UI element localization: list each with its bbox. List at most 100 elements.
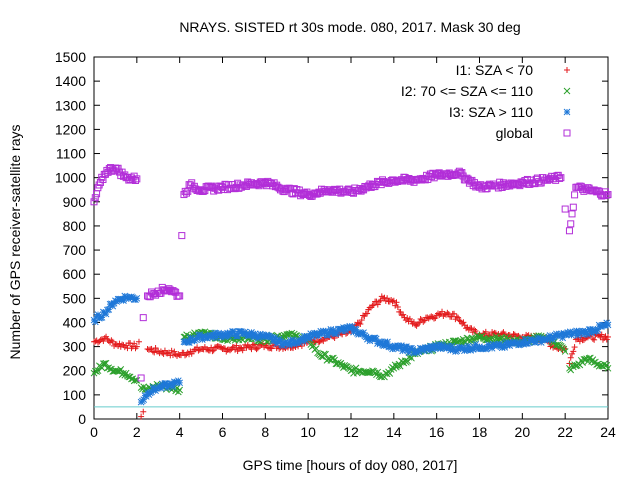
- data-point: [569, 350, 576, 357]
- y-tick-label: 1400: [55, 73, 86, 89]
- x-tick-label: 24: [600, 424, 616, 440]
- data-point: [589, 335, 596, 342]
- data-point: [420, 318, 427, 325]
- data-point: [364, 310, 371, 317]
- data-point: [249, 342, 256, 349]
- data-point: [298, 343, 305, 350]
- data-point: [100, 338, 107, 345]
- data-point: [469, 329, 476, 336]
- data-point: [331, 356, 338, 364]
- data-point: [598, 331, 605, 338]
- legend-label: I1: SZA < 70: [456, 62, 534, 78]
- data-point: [421, 317, 428, 324]
- data-point: [108, 337, 115, 344]
- data-point: [138, 413, 145, 420]
- data-point: [254, 345, 261, 352]
- y-tick-label: 900: [63, 194, 87, 210]
- data-point: [320, 350, 328, 358]
- data-point: [445, 338, 453, 346]
- y-tick-label: 400: [63, 314, 87, 330]
- data-point: [127, 340, 134, 347]
- data-point: [114, 164, 122, 172]
- data-point: [460, 319, 467, 326]
- data-point: [393, 299, 400, 306]
- data-point: [576, 338, 583, 345]
- x-tick-label: 2: [133, 424, 141, 440]
- data-point: [113, 367, 121, 375]
- data-point: [416, 319, 423, 326]
- data-point: [102, 359, 110, 367]
- data-point: [474, 333, 482, 341]
- x-tick-label: 6: [219, 424, 227, 440]
- y-axis-label: Number of GPS receiver-satellite rays: [7, 125, 23, 360]
- data-point: [468, 325, 475, 332]
- data-point: [169, 383, 177, 391]
- data-point: [414, 320, 421, 327]
- y-tick-label: 500: [63, 290, 87, 306]
- y-tick-label: 600: [63, 266, 87, 282]
- data-point: [417, 315, 424, 322]
- data-point: [160, 351, 167, 358]
- data-point: [182, 352, 189, 359]
- data-point: [604, 364, 612, 372]
- data-point: [602, 333, 609, 340]
- data-point: [91, 367, 99, 375]
- legend: I1: SZA < 70 I2: 70 <= SZA <= 110 I3: SZA …: [401, 62, 571, 141]
- legend-marker: [564, 67, 570, 73]
- data-point: [152, 345, 159, 352]
- data-point: [186, 351, 193, 358]
- data-point: [204, 346, 211, 353]
- legend-label: I2: 70 <= SZA <= 110: [401, 83, 533, 99]
- data-marks: [90, 164, 612, 420]
- x-tick-label: 16: [429, 424, 445, 440]
- x-tick-label: 10: [300, 424, 316, 440]
- legend-marker: [563, 129, 571, 137]
- data-point: [389, 298, 396, 305]
- data-point: [451, 310, 458, 317]
- data-point: [392, 302, 399, 309]
- y-tick-label: 100: [63, 387, 87, 403]
- x-tick-label: 22: [557, 424, 573, 440]
- data-point: [90, 198, 98, 206]
- data-point: [453, 313, 460, 320]
- data-point: [171, 348, 178, 355]
- data-point: [101, 335, 108, 342]
- data-point: [571, 344, 578, 351]
- data-point: [98, 364, 106, 372]
- legend-label: I3: SZA > 110: [449, 104, 533, 120]
- data-point: [117, 366, 125, 373]
- data-point: [384, 338, 391, 346]
- data-point: [227, 347, 234, 354]
- data-point: [448, 313, 455, 320]
- data-point: [365, 369, 372, 377]
- data-point: [253, 346, 260, 353]
- y-tick-label: 1000: [55, 170, 86, 186]
- data-point: [604, 191, 612, 199]
- data-point: [176, 386, 184, 394]
- data-point: [211, 344, 218, 351]
- data-point: [233, 342, 240, 349]
- data-point: [91, 194, 99, 202]
- series-3: [90, 164, 612, 382]
- data-point: [264, 344, 271, 351]
- data-point: [570, 348, 577, 355]
- data-point: [384, 295, 391, 302]
- data-point: [386, 370, 394, 377]
- data-point: [357, 321, 364, 328]
- data-point: [482, 328, 489, 335]
- data-point: [436, 311, 443, 318]
- data-point: [569, 203, 577, 211]
- data-point: [135, 338, 142, 345]
- data-point: [94, 367, 102, 375]
- series-0: [91, 293, 611, 420]
- data-point: [175, 351, 182, 358]
- data-point: [183, 189, 191, 197]
- data-point: [354, 319, 361, 326]
- data-point: [603, 336, 610, 343]
- y-tick-label: 1500: [55, 49, 86, 65]
- data-point: [157, 348, 164, 355]
- data-point: [232, 346, 239, 353]
- data-point: [312, 345, 320, 352]
- legend-marker: [563, 108, 571, 116]
